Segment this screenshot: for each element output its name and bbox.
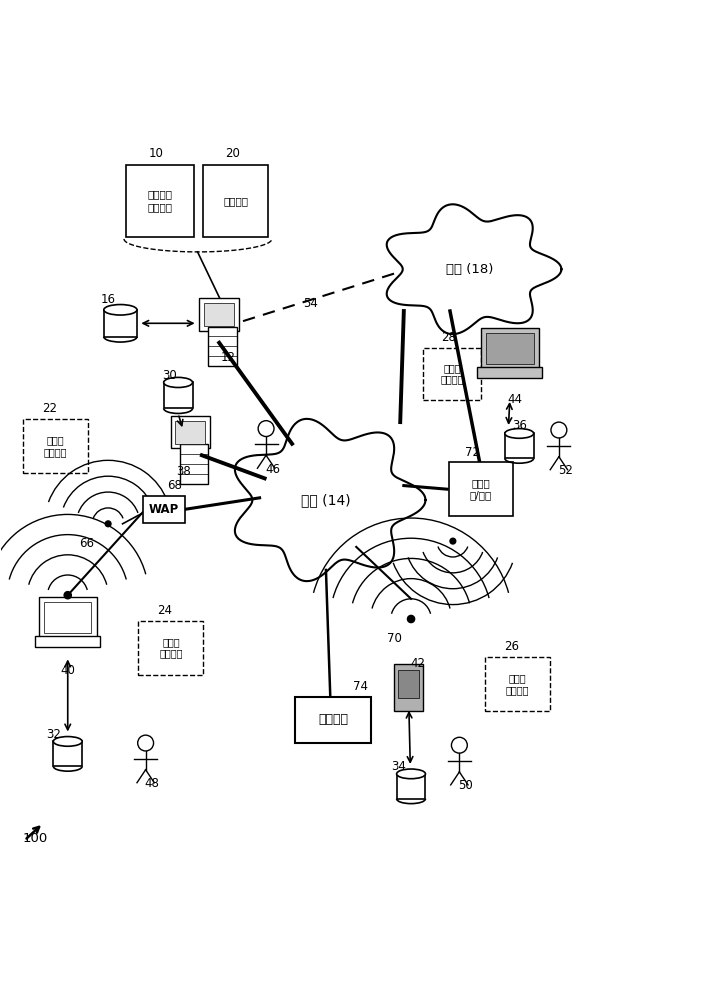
Text: 客户端
应用程序: 客户端 应用程序 — [43, 435, 67, 457]
Polygon shape — [387, 204, 561, 334]
Text: 34: 34 — [392, 760, 406, 773]
Bar — [175, 421, 205, 444]
Circle shape — [408, 615, 415, 623]
Text: 26: 26 — [504, 640, 519, 653]
Circle shape — [450, 538, 456, 544]
Text: 74: 74 — [353, 680, 368, 693]
Bar — [35, 636, 100, 647]
Text: 客户端
应用程序: 客户端 应用程序 — [505, 673, 529, 695]
Text: 22: 22 — [42, 402, 57, 415]
Polygon shape — [235, 419, 426, 581]
Text: 超声数据
预测过程: 超声数据 预测过程 — [148, 189, 172, 212]
Bar — [505, 433, 534, 458]
Text: 28: 28 — [441, 331, 456, 344]
Text: WAP: WAP — [148, 503, 179, 516]
Ellipse shape — [164, 377, 193, 387]
Bar — [164, 382, 193, 408]
Bar — [487, 333, 534, 364]
Text: 50: 50 — [458, 779, 473, 792]
Text: 38: 38 — [176, 465, 190, 478]
Text: 客户端
应用程序: 客户端 应用程序 — [159, 637, 182, 659]
Bar — [481, 328, 539, 368]
Bar — [209, 327, 237, 366]
Text: 52: 52 — [558, 464, 573, 477]
Text: 蜂窝网
络/网桥: 蜂窝网 络/网桥 — [470, 478, 492, 500]
Text: 68: 68 — [167, 479, 182, 492]
Text: 12: 12 — [221, 351, 236, 364]
Bar — [126, 165, 194, 237]
Text: 70: 70 — [387, 632, 402, 645]
Bar — [295, 697, 371, 743]
Circle shape — [64, 592, 72, 599]
Text: 10: 10 — [149, 147, 164, 160]
Ellipse shape — [397, 769, 426, 779]
Bar — [54, 741, 82, 766]
Bar — [398, 670, 419, 698]
Bar — [44, 602, 91, 633]
Text: 72: 72 — [465, 446, 480, 459]
Text: 网络 (14): 网络 (14) — [301, 493, 350, 507]
Bar — [138, 621, 203, 675]
Ellipse shape — [54, 737, 82, 746]
Text: 42: 42 — [411, 657, 426, 670]
Bar — [203, 165, 268, 237]
Bar — [199, 298, 239, 331]
Bar — [424, 348, 481, 400]
Bar — [39, 597, 96, 637]
Ellipse shape — [505, 429, 534, 438]
Text: 客户端
应用程序: 客户端 应用程序 — [440, 363, 464, 385]
Text: 24: 24 — [158, 604, 172, 617]
Text: 40: 40 — [60, 664, 75, 677]
Text: 网络 (18): 网络 (18) — [447, 263, 494, 276]
Bar — [484, 657, 550, 711]
Text: 100: 100 — [23, 832, 49, 845]
Text: 46: 46 — [265, 463, 280, 476]
Text: 44: 44 — [508, 393, 523, 406]
Text: 20: 20 — [224, 147, 240, 160]
Bar — [104, 310, 137, 337]
Bar — [204, 303, 234, 326]
Text: 32: 32 — [46, 728, 62, 741]
Text: 应用程序: 应用程序 — [223, 196, 248, 206]
Bar — [397, 774, 426, 799]
Bar — [143, 496, 185, 523]
Ellipse shape — [104, 305, 137, 315]
Text: 36: 36 — [512, 419, 526, 432]
Bar — [449, 462, 513, 516]
Text: 48: 48 — [144, 777, 159, 790]
Bar — [23, 419, 88, 473]
Text: 30: 30 — [162, 369, 177, 382]
Text: 16: 16 — [101, 293, 116, 306]
Bar — [180, 444, 209, 484]
Bar — [395, 664, 424, 711]
Bar — [477, 367, 542, 378]
Text: 54: 54 — [303, 297, 318, 310]
Text: 储层工具: 储层工具 — [318, 713, 348, 726]
Text: 66: 66 — [79, 537, 94, 550]
Bar — [171, 416, 210, 448]
Circle shape — [105, 521, 111, 527]
